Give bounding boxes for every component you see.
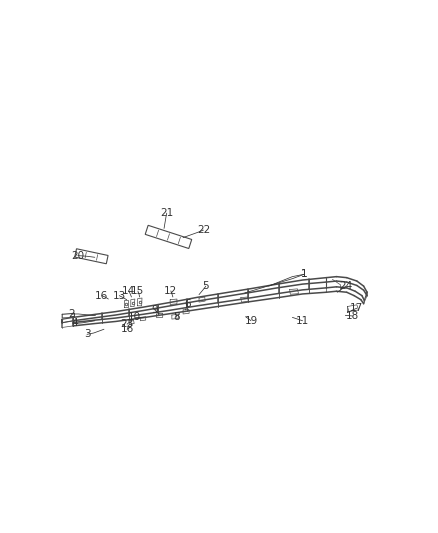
Text: 17: 17 [350, 303, 364, 313]
Text: 21: 21 [160, 208, 173, 218]
Text: 16: 16 [120, 324, 134, 334]
Text: 13: 13 [113, 290, 126, 301]
Text: 14: 14 [122, 286, 135, 296]
Text: 9: 9 [152, 305, 158, 315]
Text: 23: 23 [120, 319, 134, 329]
Text: 20: 20 [71, 251, 85, 261]
Text: 1: 1 [301, 269, 307, 279]
Bar [145, 225, 192, 248]
Text: 11: 11 [296, 316, 309, 326]
Text: 24: 24 [339, 281, 353, 291]
Text: 12: 12 [164, 286, 177, 296]
Text: 2: 2 [68, 309, 75, 319]
Text: 4: 4 [72, 319, 78, 328]
Text: 3: 3 [84, 329, 90, 340]
Text: 5: 5 [202, 281, 209, 291]
Text: 1: 1 [301, 269, 307, 279]
Text: 15: 15 [131, 286, 145, 296]
Text: 19: 19 [244, 316, 258, 326]
Text: 18: 18 [346, 311, 360, 321]
Text: 6: 6 [184, 299, 191, 309]
Text: 22: 22 [197, 225, 210, 235]
Text: 8: 8 [173, 312, 180, 322]
Text: 10: 10 [128, 312, 141, 322]
Bar [75, 249, 108, 264]
Text: 16: 16 [95, 290, 108, 301]
